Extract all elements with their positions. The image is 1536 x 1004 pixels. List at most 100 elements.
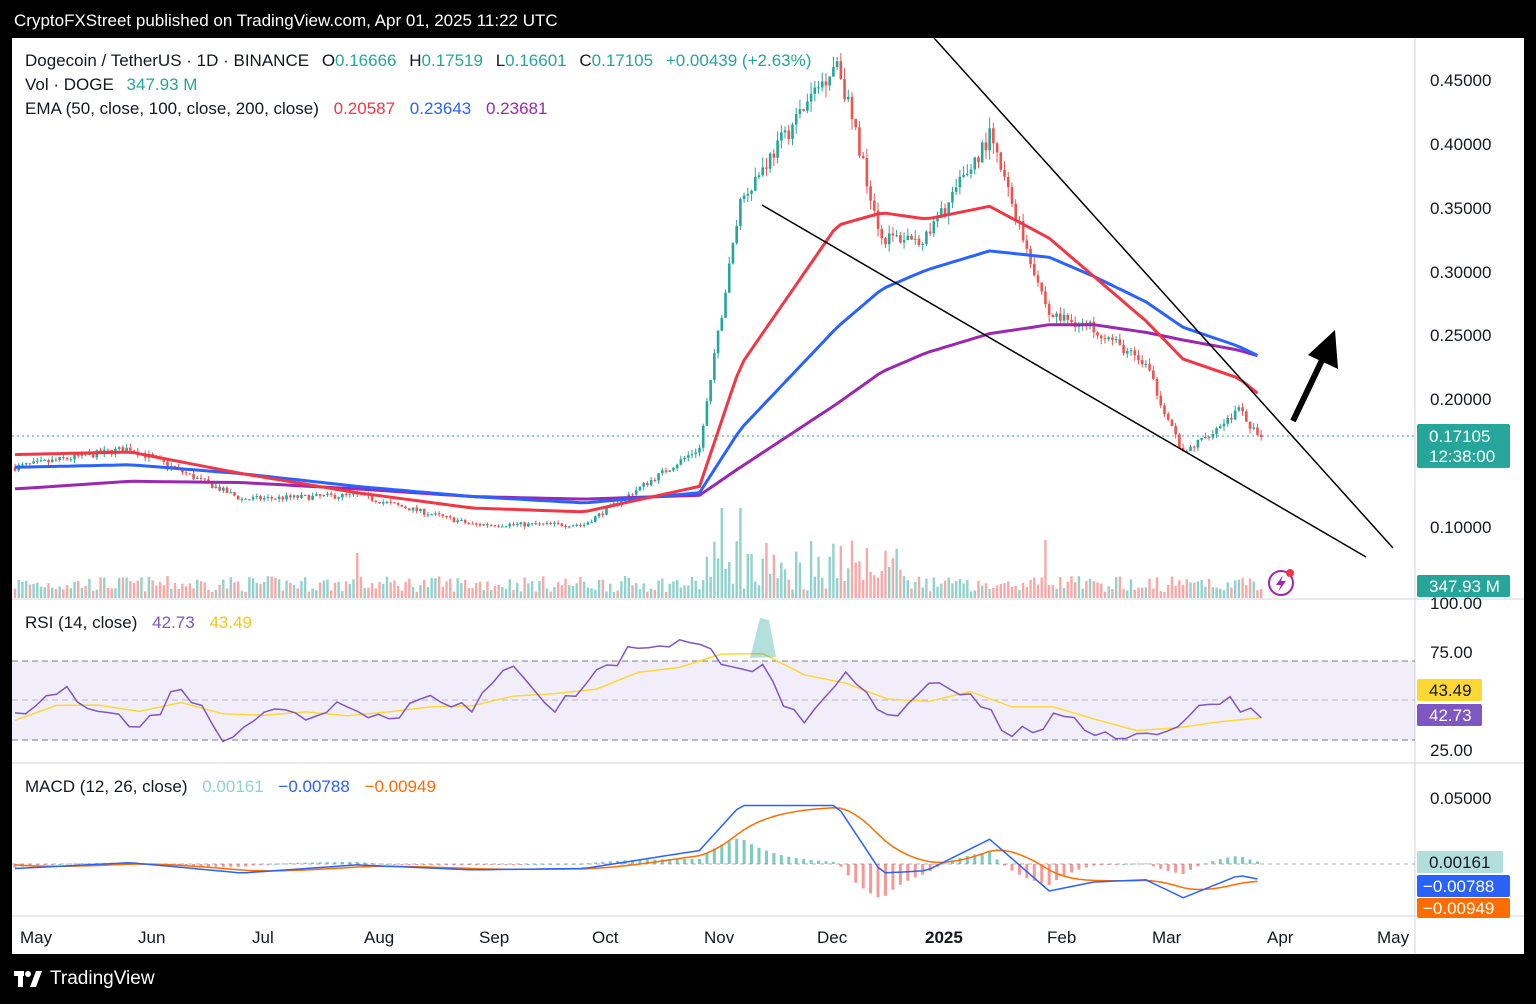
candle[interactable] bbox=[1222, 418, 1226, 431]
candle[interactable] bbox=[1092, 316, 1096, 339]
candle[interactable] bbox=[880, 224, 884, 245]
candle[interactable] bbox=[1051, 313, 1055, 318]
candle[interactable] bbox=[798, 99, 802, 119]
candle[interactable] bbox=[95, 449, 99, 461]
candle[interactable] bbox=[999, 151, 1003, 173]
candle[interactable] bbox=[222, 486, 225, 494]
candle[interactable] bbox=[389, 498, 393, 505]
candle[interactable] bbox=[1133, 346, 1137, 361]
candle[interactable] bbox=[527, 522, 530, 528]
candle[interactable] bbox=[1189, 444, 1192, 452]
candle[interactable] bbox=[1207, 435, 1211, 441]
candle[interactable] bbox=[1003, 161, 1006, 181]
price-axis[interactable]: 0.45000 0.40000 0.35000 0.30000 0.25000 … bbox=[1430, 71, 1491, 808]
candle[interactable] bbox=[1055, 311, 1058, 325]
candle[interactable] bbox=[266, 494, 270, 501]
candle[interactable] bbox=[936, 211, 939, 228]
wedge-upper-trendline[interactable] bbox=[933, 38, 1394, 549]
candle[interactable] bbox=[727, 256, 731, 294]
candle[interactable] bbox=[828, 76, 831, 91]
candle[interactable] bbox=[1044, 286, 1047, 308]
candle[interactable] bbox=[1174, 422, 1177, 439]
candle[interactable] bbox=[434, 511, 437, 516]
breakout-arrow-shaft[interactable] bbox=[1290, 354, 1327, 423]
candle[interactable] bbox=[913, 230, 917, 245]
candle[interactable] bbox=[411, 507, 415, 513]
rsi-line[interactable] bbox=[14, 638, 1262, 743]
candle[interactable] bbox=[460, 517, 463, 522]
candle[interactable] bbox=[288, 493, 292, 501]
candle[interactable] bbox=[806, 93, 809, 114]
candle[interactable] bbox=[1047, 300, 1051, 322]
candle[interactable] bbox=[393, 501, 396, 504]
candle[interactable] bbox=[36, 457, 39, 464]
candle[interactable] bbox=[1140, 355, 1144, 368]
candle[interactable] bbox=[813, 80, 817, 102]
candle[interactable] bbox=[969, 164, 973, 179]
candle[interactable] bbox=[404, 505, 407, 509]
candle[interactable] bbox=[262, 495, 266, 502]
candle[interactable] bbox=[408, 508, 411, 511]
candle[interactable] bbox=[370, 495, 374, 503]
candle[interactable] bbox=[501, 524, 504, 528]
candle[interactable] bbox=[43, 458, 47, 462]
candle[interactable] bbox=[519, 521, 523, 527]
candle[interactable] bbox=[925, 230, 928, 247]
ema200-line[interactable] bbox=[14, 323, 1258, 501]
candle[interactable] bbox=[322, 494, 326, 497]
candle[interactable] bbox=[1237, 405, 1241, 413]
candle[interactable] bbox=[861, 152, 865, 160]
candle[interactable] bbox=[184, 470, 188, 477]
candle[interactable] bbox=[642, 481, 645, 491]
candle[interactable] bbox=[541, 523, 545, 526]
candle[interactable] bbox=[229, 488, 233, 494]
candle[interactable] bbox=[467, 521, 471, 525]
candle[interactable] bbox=[255, 493, 259, 500]
candle[interactable] bbox=[582, 522, 586, 528]
candle[interactable] bbox=[1233, 405, 1237, 421]
candle[interactable] bbox=[556, 520, 560, 526]
candle[interactable] bbox=[482, 523, 486, 527]
candle[interactable] bbox=[251, 494, 255, 501]
candle[interactable] bbox=[1103, 334, 1107, 344]
candle[interactable] bbox=[567, 525, 571, 529]
candle[interactable] bbox=[512, 521, 515, 527]
candle[interactable] bbox=[958, 169, 962, 195]
candle[interactable] bbox=[236, 495, 240, 501]
candle[interactable] bbox=[400, 504, 404, 507]
breakout-arrow-icon[interactable] bbox=[1308, 330, 1338, 369]
candle[interactable] bbox=[58, 456, 61, 462]
candle[interactable] bbox=[586, 520, 590, 525]
candle[interactable] bbox=[951, 186, 954, 209]
candle[interactable] bbox=[1230, 413, 1233, 424]
candle[interactable] bbox=[835, 56, 839, 70]
candle[interactable] bbox=[545, 521, 549, 526]
candle[interactable] bbox=[716, 330, 720, 359]
candle[interactable] bbox=[1062, 308, 1066, 324]
candle[interactable] bbox=[638, 486, 642, 491]
candle[interactable] bbox=[385, 500, 389, 505]
candle[interactable] bbox=[341, 493, 344, 501]
candle[interactable] bbox=[657, 473, 660, 485]
candle[interactable] bbox=[605, 507, 608, 516]
candle[interactable] bbox=[694, 448, 698, 459]
candle[interactable] bbox=[675, 463, 679, 471]
candle[interactable] bbox=[1248, 421, 1252, 434]
candle[interactable] bbox=[1025, 234, 1029, 254]
candle[interactable] bbox=[564, 524, 567, 529]
candle[interactable] bbox=[307, 494, 311, 502]
candle[interactable] bbox=[218, 484, 221, 492]
candle[interactable] bbox=[906, 228, 910, 241]
candle[interactable] bbox=[854, 118, 858, 131]
candle[interactable] bbox=[1252, 423, 1256, 431]
candle[interactable] bbox=[50, 455, 54, 463]
candle[interactable] bbox=[735, 219, 738, 245]
candle[interactable] bbox=[575, 523, 579, 527]
candle[interactable] bbox=[660, 467, 664, 476]
candle[interactable] bbox=[713, 348, 716, 384]
candle[interactable] bbox=[47, 458, 50, 467]
candle[interactable] bbox=[214, 483, 218, 489]
candle[interactable] bbox=[233, 491, 236, 497]
candle[interactable] bbox=[649, 476, 653, 487]
candle[interactable] bbox=[374, 499, 378, 504]
